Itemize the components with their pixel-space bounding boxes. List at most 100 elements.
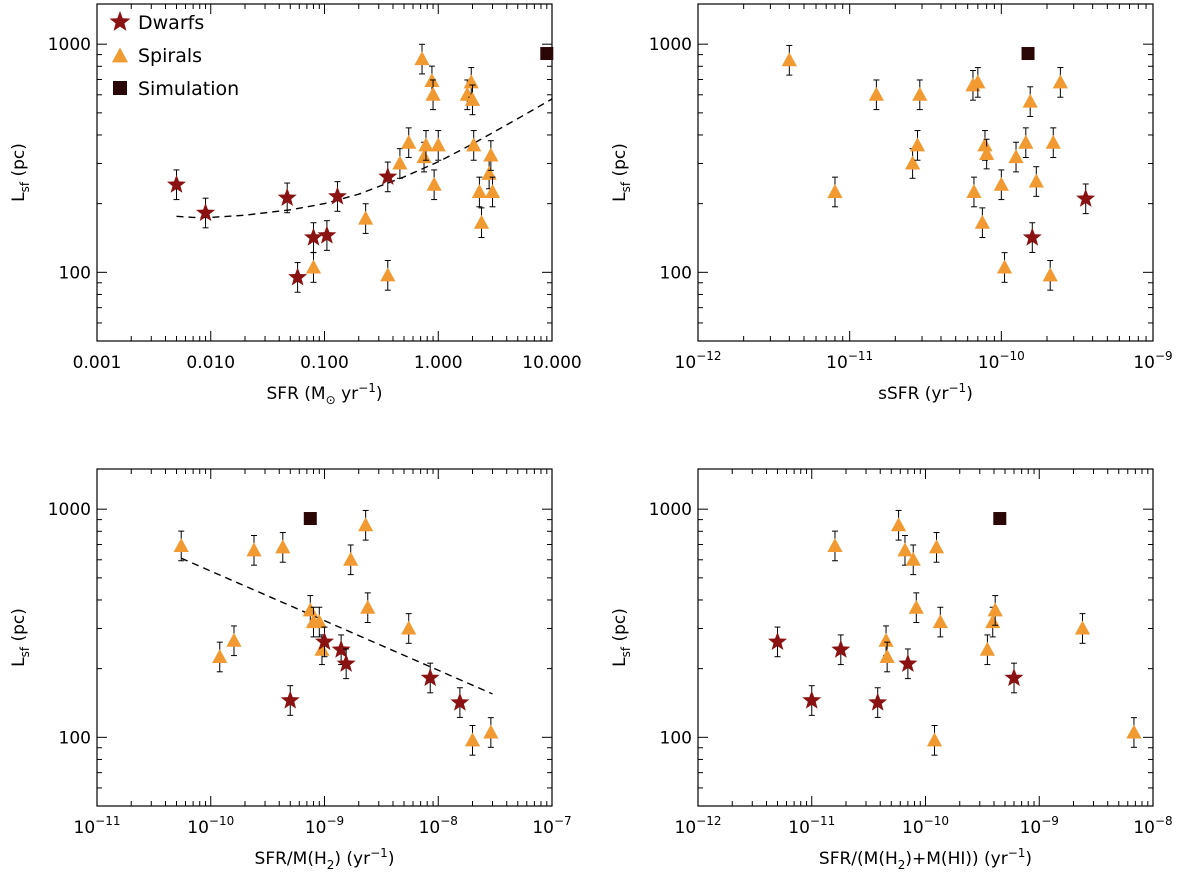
legend-label: Simulation xyxy=(138,78,239,100)
x-tick-label: 10−7 xyxy=(532,814,571,838)
y-axis-title-sub: sf xyxy=(18,181,32,192)
spiral-point xyxy=(463,74,479,89)
x-tick-label: 10−11 xyxy=(74,814,121,838)
spiral-point xyxy=(1074,620,1091,635)
spiral-point xyxy=(966,183,982,198)
spiral-point xyxy=(979,146,995,161)
x-axis-title: SFR (M⊙ yr−1) xyxy=(267,381,383,407)
spiral-point xyxy=(1022,93,1038,108)
y-axis-title-main: L xyxy=(9,192,29,202)
dwarf-point xyxy=(831,639,851,658)
spiral-point xyxy=(985,614,1001,629)
dwarf-point xyxy=(315,631,334,650)
x-tick-base: 10 xyxy=(419,818,441,838)
dwarfs-series xyxy=(167,161,398,293)
spiral-point xyxy=(909,137,926,152)
spiral-point xyxy=(483,724,499,739)
spiral-point xyxy=(414,51,430,66)
y-axis: 100 1000 xyxy=(48,35,552,342)
x-axis: 10−12 10−11 10−10 10−9 10−8 xyxy=(675,469,1173,838)
dwarf-point xyxy=(317,225,337,244)
simulation-point xyxy=(540,47,554,61)
x-axis-title-tail: yr xyxy=(336,384,358,404)
dwarf-point xyxy=(331,639,351,658)
dwarf-point xyxy=(1022,227,1042,246)
spiral-point xyxy=(246,542,262,557)
simulation-series xyxy=(540,47,554,61)
y-tick-label: 100 xyxy=(59,728,91,748)
x-tick-exponent: −11 xyxy=(95,814,120,828)
spiral-point xyxy=(1042,267,1058,282)
spiral-point xyxy=(464,91,481,106)
x-axis-title: SFR/M(H2) (yr−1) xyxy=(255,846,395,872)
spirals-series xyxy=(173,509,499,756)
y-axis-title-sub: sf xyxy=(619,181,633,192)
x-axis: 10−11 10−10 10−9 10−8 10−7 xyxy=(74,469,572,838)
x-tick-exponent: −11 xyxy=(848,349,873,363)
spiral-point xyxy=(912,86,928,101)
x-tick-base: 10 xyxy=(675,818,697,838)
x-tick-label: 10−11 xyxy=(826,349,873,373)
x-tick-base: 10 xyxy=(74,818,96,838)
spiral-point xyxy=(908,599,924,614)
x-tick-exponent: −9 xyxy=(1041,814,1059,828)
spiral-point xyxy=(358,517,374,532)
x-tick-label: 10−11 xyxy=(788,814,835,838)
x-tick-label: 0.010 xyxy=(186,353,235,373)
x-axis-title-tail: ) (yr xyxy=(334,849,370,869)
spiral-point xyxy=(275,539,291,554)
spiral-point xyxy=(1018,134,1034,149)
spiral-point xyxy=(868,86,884,101)
spiral-point xyxy=(473,214,490,229)
dwarf-point xyxy=(378,166,398,185)
legend: Dwarfs Spirals Simulation xyxy=(109,11,239,100)
x-tick-exponent: −10 xyxy=(924,814,949,828)
legend-triangle-marker xyxy=(111,47,129,63)
spiral-point xyxy=(878,632,894,647)
x-axis-title-close: ) xyxy=(388,849,395,869)
x-axis-title-main: SFR (M xyxy=(267,384,326,404)
dwarfs-series xyxy=(768,626,1024,718)
spiral-point xyxy=(464,732,481,747)
panel-sfr: 0.001 0.010 0.100 1.000 10.000 100 1000 SFR (M⊙… xyxy=(9,3,582,407)
x-tick-base: 10 xyxy=(675,353,697,373)
dwarf-point xyxy=(277,187,297,206)
x-tick-exponent: −8 xyxy=(1155,814,1173,828)
simulation-series xyxy=(993,512,1007,526)
spiral-point xyxy=(1028,173,1044,188)
spiral-point xyxy=(173,537,189,552)
spiral-point xyxy=(781,52,797,67)
x-axis-title-main: SFR/(M(H xyxy=(819,849,898,869)
x-tick-label: 10−10 xyxy=(902,814,949,838)
x-axis-title-sup: −1 xyxy=(370,846,388,860)
x-tick-label: 0.100 xyxy=(300,353,349,373)
spiral-point xyxy=(979,641,995,656)
y-axis-title: Lsf (pc) xyxy=(9,143,32,202)
legend-label: Spirals xyxy=(138,45,202,67)
simulation-point xyxy=(1021,47,1035,61)
x-axis: 10−12 10−11 10−10 10−9 xyxy=(675,4,1173,373)
x-tick-base: 10 xyxy=(902,818,924,838)
y-axis-title-tail: (pc) xyxy=(9,608,29,647)
spiral-point xyxy=(471,183,487,198)
spiral-point xyxy=(343,551,359,566)
x-tick-label: 1.000 xyxy=(414,353,463,373)
y-axis-title-tail: (pc) xyxy=(610,608,630,647)
y-tick-label: 1000 xyxy=(48,500,91,520)
y-axis-title-tail: (pc) xyxy=(610,143,630,182)
spiral-point xyxy=(311,614,327,629)
dwarf-point xyxy=(336,653,356,672)
y-axis-title-main: L xyxy=(610,192,630,202)
dwarf-point xyxy=(328,186,347,205)
y-axis-title: Lsf (pc) xyxy=(610,608,633,667)
spiral-point xyxy=(1008,149,1024,164)
spiral-point xyxy=(425,86,441,101)
spiral-point xyxy=(430,137,446,152)
x-tick-label: 10−8 xyxy=(419,814,458,838)
x-axis-title-close: ) xyxy=(966,384,973,404)
y-tick-label: 100 xyxy=(660,728,692,748)
dwarfs-series xyxy=(1022,183,1096,253)
spiral-point xyxy=(905,155,921,170)
x-tick-exponent: −12 xyxy=(696,349,721,363)
spiral-point xyxy=(226,632,242,647)
